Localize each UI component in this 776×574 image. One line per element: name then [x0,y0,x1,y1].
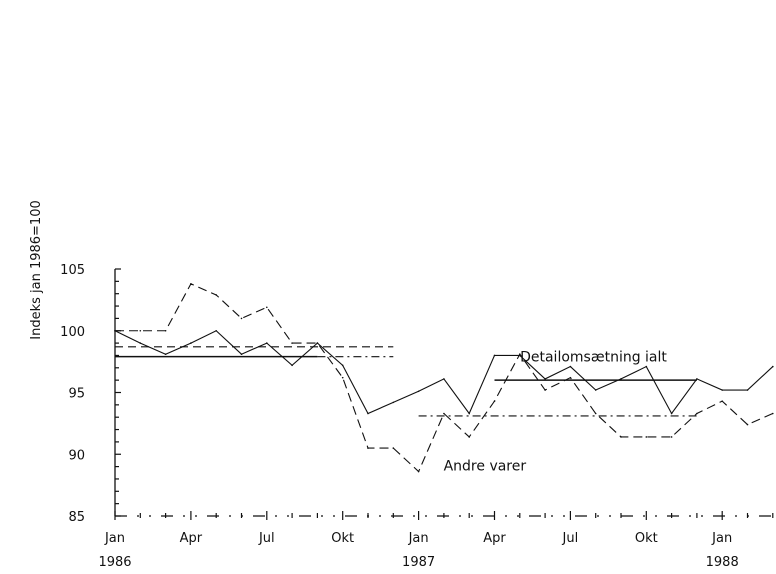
data-point [139,329,142,332]
annotation-andre-varer: Andre varer [444,458,527,474]
data-point [190,342,192,344]
data-point [569,365,572,368]
series-group [114,283,774,473]
data-point [114,329,116,332]
series-line-detailomsaetning [114,330,774,415]
data-point [493,354,496,357]
y-tick-label: 105 [60,263,85,278]
data-point [291,342,293,344]
x-year-label: 1987 [402,555,435,570]
data-point [215,294,217,296]
data-point [341,364,344,367]
reference-levels [115,346,697,417]
data-point [392,401,395,404]
data-point [620,378,622,380]
annotation-detailomsaetning: Detailomsætning ialt [520,350,667,366]
data-point [164,353,167,356]
data-point [519,353,521,356]
data-point [746,389,749,391]
x-year-label: 1986 [98,555,131,570]
y-tick-label: 100 [60,325,85,340]
data-point [594,412,597,415]
data-point [367,412,369,415]
tick-labels: 85 90 95 100 105 Jan Apr Jul Okt Jan Apr Jul Okt Jan 1… [60,263,739,570]
data-point [721,400,723,402]
data-point [696,378,698,380]
data-point [417,390,420,393]
data-point [746,423,749,426]
y-tick-label: 90 [68,448,85,463]
data-point [468,412,471,415]
data-point [645,365,648,368]
data-point [772,365,774,368]
series-line-andre-varer [115,283,774,473]
data-point [164,329,167,332]
data-point [670,436,673,438]
x-tick-label: Okt [331,531,354,546]
data-point [443,378,445,380]
data-point [266,342,268,344]
data-point [316,342,319,344]
data-point [443,412,445,415]
x-tick-label: Apr [483,531,506,546]
data-point [417,470,420,473]
data-point [645,436,648,438]
data-point [367,447,369,449]
y-tick-label: 85 [68,510,85,525]
data-point [392,447,395,449]
x-tick-label: Okt [635,531,658,546]
data-point [544,389,546,391]
data-point [240,317,243,320]
data-point [772,412,774,415]
x-tick-label: Apr [180,531,203,546]
data-point [544,378,546,380]
x-tick-label: Jan [408,531,429,546]
y-axis-label: Indeks jan 1986=100 [29,200,44,340]
data-point [620,436,622,438]
x-tick-label: Jan [104,531,125,546]
axis-ticks [114,268,774,520]
x-tick-label: Jul [258,531,275,546]
y-tick-label: 95 [68,387,85,402]
data-point [721,389,723,391]
axes [114,269,773,517]
data-point [670,412,673,415]
data-point [594,389,597,391]
x-tick-label: Jan [711,531,732,546]
data-point [215,329,217,332]
data-point [569,376,572,379]
data-point [341,376,344,379]
data-point [139,342,142,344]
data-point [190,283,192,285]
data-point [493,400,496,402]
x-year-label: 1988 [706,555,739,570]
data-point [266,306,268,309]
data-point [468,436,471,438]
data-point [291,364,293,367]
data-point [696,412,698,415]
x-tick-label: Jul [562,531,579,546]
data-point [240,353,243,356]
